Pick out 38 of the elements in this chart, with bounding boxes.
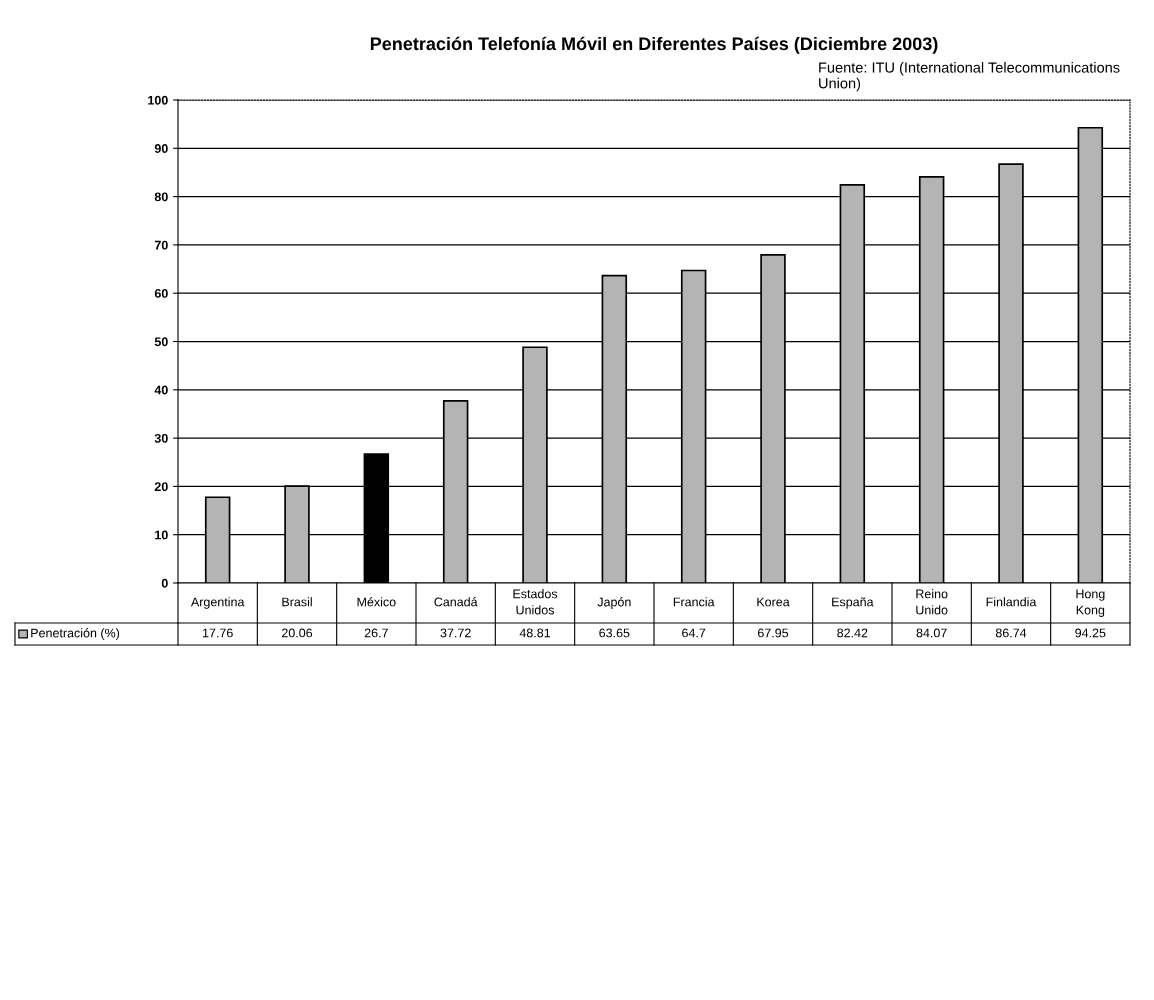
x-tick-label: México [357, 597, 396, 607]
x-tick-label: Estados Unidos [513, 589, 558, 615]
x-tick-label: España [832, 597, 874, 609]
y-tick-label: 50 [154, 337, 168, 347]
data-label: 26.7 [364, 628, 388, 638]
legend-label: Penetración (%) [31, 628, 120, 640]
x-tick-label: Argentina [190, 597, 245, 609]
x-tick-label: Reino Unido [916, 589, 948, 615]
y-tick-label: 20 [154, 482, 168, 492]
source-note: Fuente: ITU (International Telecommunications Union) [819, 62, 1120, 92]
y-tick-label: 10 [155, 530, 168, 540]
data-label: 20.06 [281, 628, 313, 638]
data-label: 67.95 [758, 628, 789, 638]
y-tick-label: 100 [148, 95, 168, 105]
y-tick-label: 30 [154, 433, 168, 443]
data-label: 17.76 [202, 628, 233, 638]
chart-title: Penetración Telefonía Móvil en Diferentes Países (Diciembre 2003) [370, 36, 938, 54]
x-tick-label: Brasil [282, 597, 312, 607]
x-tick-label: Finlandia [986, 597, 1037, 607]
y-tick-label: 80 [154, 192, 168, 202]
y-tick-label: 90 [154, 144, 168, 153]
data-label: 94.25 [1075, 628, 1106, 638]
data-label: 84.07 [916, 628, 947, 638]
y-tick-label: 0 [161, 578, 168, 588]
x-tick-label: Canadá [434, 597, 478, 607]
x-tick-label: Japón [597, 597, 631, 609]
data-label: 37.72 [440, 628, 471, 638]
data-label: 86.74 [995, 628, 1027, 638]
data-label: 82.42 [837, 628, 868, 638]
y-tick-label: 40 [154, 385, 168, 395]
data-label: 64.7 [682, 628, 706, 638]
y-tick-label: 70 [154, 240, 168, 250]
x-tick-label: Korea [757, 597, 790, 607]
y-tick-label: 60 [154, 289, 168, 298]
data-label: 48.81 [519, 628, 551, 638]
x-tick-label: Francia [673, 597, 715, 607]
x-tick-label: Hong Kong [1076, 589, 1105, 617]
data-label: 63.65 [599, 628, 630, 638]
